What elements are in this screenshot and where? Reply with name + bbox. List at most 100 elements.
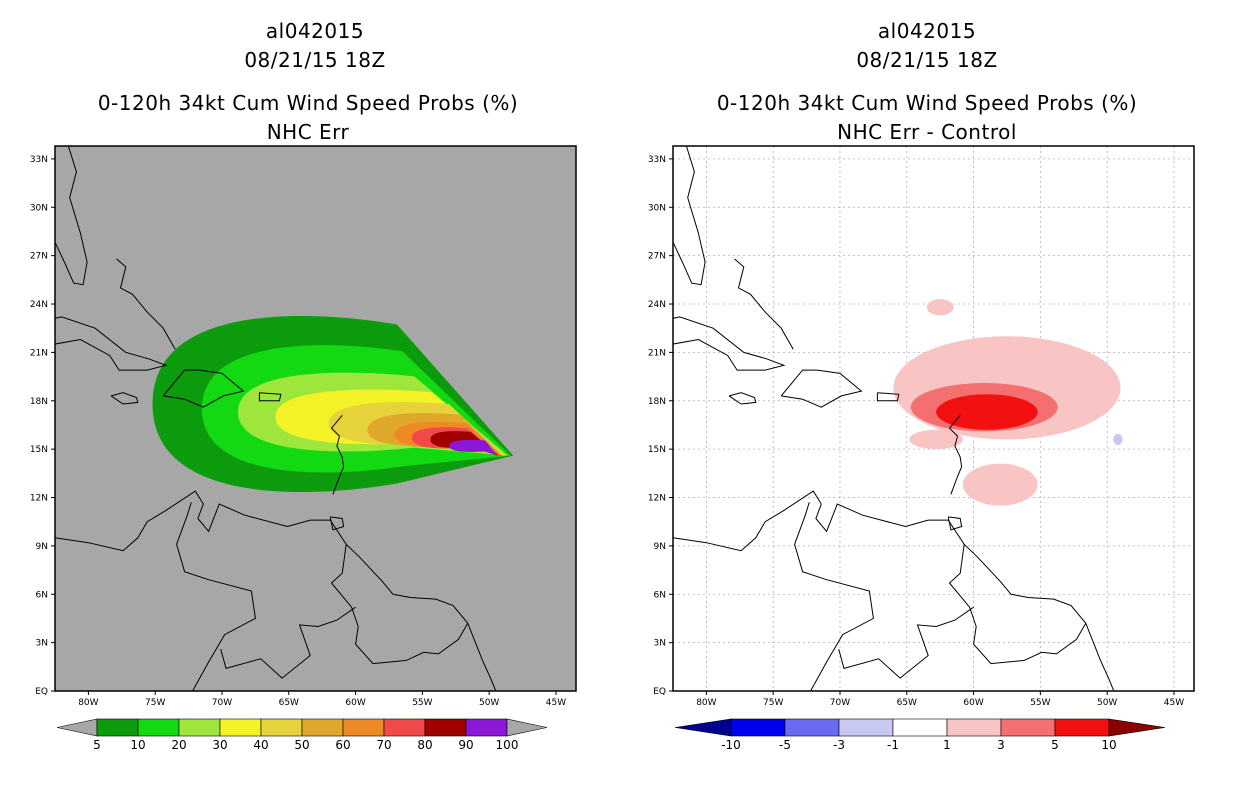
y-tick-label: 18N [30,397,48,407]
contour-level-90 [449,439,498,456]
x-tick-label: 80W [78,698,98,708]
x-tick-label: 65W [897,698,917,708]
title-line-2: 08/21/15 18Z [856,48,997,72]
y-tick-label: 15N [30,445,48,455]
colorbar-label: -1 [887,738,899,752]
y-tick-label: 6N [654,590,666,600]
contour-level--1 [1113,433,1123,446]
colorbar-arrow-low [674,718,732,737]
coastline [330,414,345,495]
y-tick-label: 30N [648,203,666,213]
x-tick-label: 65W [279,698,299,708]
colorbar-box [730,718,786,737]
title-line-1: al042015 [878,19,976,43]
title-line-1: al042015 [266,19,364,43]
x-tick-label: 70W [212,698,232,708]
title-line-4: NHC Err - Control [837,120,1017,144]
title-line-4: NHC Err [267,120,350,144]
colorbar-box [178,718,221,737]
coastline [780,369,863,408]
y-tick-label: 9N [654,542,666,552]
axis-ticks: 80W 75W 70W 65W 60W 55W 50W 45W EQ 3N 6N 9N 12N 15N 18… [30,155,566,708]
y-tick-label: 21N [648,348,666,358]
y-tick-label: 21N [30,348,48,358]
colorbar-box [838,718,894,737]
coastline [330,544,469,665]
coastline [673,490,1115,691]
coastline [948,544,1087,665]
y-tick-label: 33N [648,155,666,165]
axis-ticks: 80W 75W 70W 65W 60W 55W 50W 45W EQ 3N 6N 9N 12N 15N 18… [648,155,1184,708]
coastline [258,392,282,402]
y-tick-label: EQ [35,687,48,697]
colorbar-label: 1 [943,738,951,752]
x-tick-label: 75W [145,698,165,708]
coastline [876,392,900,402]
x-tick-label: 50W [479,698,499,708]
colorbar-label: 50 [294,738,309,752]
coastline [947,516,963,531]
colorbar-arrow-low [56,718,98,737]
contour-level-1 [909,429,963,450]
difference-contours [893,299,1123,506]
colorbar-arrow-high [506,718,548,737]
y-tick-label: 12N [648,494,666,504]
panel-left: al042015 08/21/15 18Z 0-120h 34kt Cum Wi… [30,19,577,752]
colorbar-label: 90 [458,738,473,752]
colorbar-box [137,718,180,737]
y-tick-label: 18N [648,397,666,407]
y-tick-label: 30N [30,203,48,213]
colorbar-box [383,718,426,737]
y-tick-label: 3N [36,639,48,649]
y-tick-label: 15N [648,445,666,455]
x-tick-label: 75W [763,698,783,708]
colorbar: -10 -5 -3 -1 1 3 5 10 [674,718,1166,752]
y-tick-label: 27N [648,252,666,262]
contour-level-5 [936,394,1038,430]
plot-frame [54,145,577,692]
coastline [734,258,794,350]
colorbar-box [784,718,840,737]
coastline [673,316,786,371]
x-tick-label: 70W [830,698,850,708]
colorbar-box [219,718,262,737]
colorbar-box [342,718,385,737]
colorbar-label: 100 [496,738,519,752]
colorbar-label: 60 [335,738,350,752]
colorbar-box [424,718,467,737]
y-tick-label: 3N [654,639,666,649]
coastline [220,606,356,679]
coastlines [55,146,497,691]
title-line-3: 0-120h 34kt Cum Wind Speed Probs (%) [98,91,518,115]
colorbar-box [1000,718,1056,737]
plot-frame [672,145,1195,692]
colorbar-box [465,718,508,737]
y-tick-label: 24N [30,300,48,310]
colorbar-label: 30 [212,738,227,752]
coastline [948,414,963,495]
colorbar-box [892,718,948,737]
x-tick-label: 55W [1030,698,1050,708]
coastline [728,392,757,405]
contour-level-1 [926,299,954,316]
colorbar-box [1054,718,1110,737]
y-tick-label: 33N [30,155,48,165]
colorbar-arrow-high [1108,718,1166,737]
y-tick-label: 12N [30,494,48,504]
coastline [673,146,706,286]
x-tick-label: 55W [412,698,432,708]
colorbar-label: -5 [779,738,791,752]
colorbar-box [946,718,1002,737]
coastline [110,392,139,405]
x-tick-label: 60W [345,698,365,708]
x-tick-label: 50W [1097,698,1117,708]
coastline [794,502,874,691]
gridlines [673,146,1194,691]
y-tick-label: EQ [653,687,666,697]
x-tick-label: 80W [696,698,716,708]
colorbar-label: -10 [721,738,741,752]
y-tick-label: 27N [30,252,48,262]
contour-level-1 [962,463,1038,506]
